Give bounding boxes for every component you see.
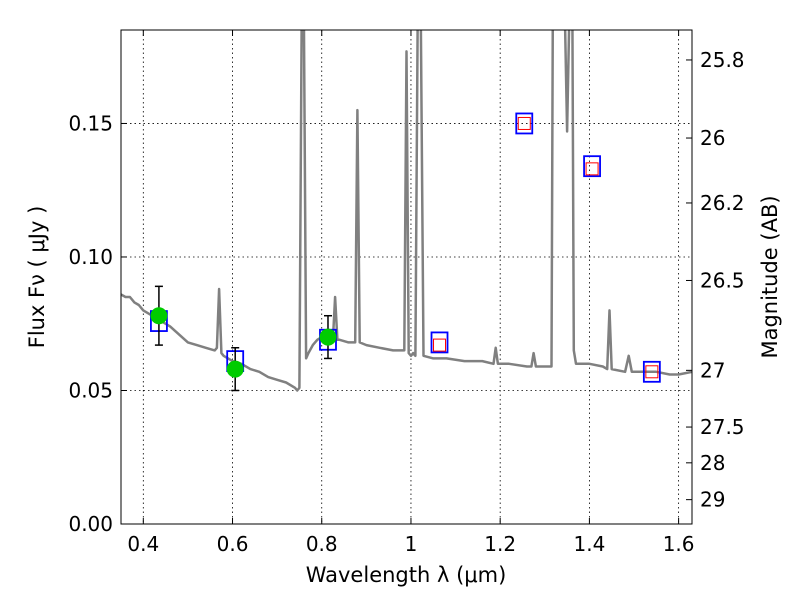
- y-tick-label: 0.00: [68, 512, 113, 536]
- upper-limit-marker: [517, 116, 531, 130]
- x-tick-label: 1.6: [663, 532, 695, 556]
- grid-lines: [121, 30, 692, 524]
- y2-tick-label: 26.5: [700, 268, 745, 292]
- y-tick-label: 0.15: [68, 111, 113, 135]
- model-photometry-square: [430, 331, 449, 354]
- y2-axis-label: Magnitude (AB): [758, 195, 782, 358]
- model-photometry-square: [642, 360, 661, 383]
- spectrum-layer: [121, 30, 692, 392]
- marker-layer: [150, 112, 661, 392]
- x-tick-label: 1.4: [573, 532, 605, 556]
- x-tick-label: 0.8: [306, 532, 338, 556]
- x-tick-label: 1: [405, 532, 418, 556]
- y2-tick-label: 29: [700, 488, 725, 512]
- x-axis-label: Wavelength λ (μm): [306, 563, 507, 587]
- y-axis-label: Flux Fν ( μJy ): [25, 206, 49, 349]
- ticks: 0.4 0.6 0.8 1 1.2 1.4 1.6 0.00 0.05 0.10 0.15 25.8 2…: [68, 30, 745, 556]
- upper-limit-marker: [645, 365, 659, 379]
- x-tick-label: 0.6: [217, 532, 249, 556]
- y2-tick-label: 25.8: [700, 48, 745, 72]
- upper-limit-marker: [433, 338, 447, 352]
- y2-tick-label: 27.5: [700, 415, 745, 439]
- model-photometry-square: [583, 155, 601, 178]
- y-tick-label: 0.10: [68, 245, 113, 269]
- x-tick-label: 0.4: [127, 532, 159, 556]
- observed-point: [319, 328, 337, 346]
- y2-tick-label: 27: [700, 358, 725, 382]
- y-tick-label: 0.05: [68, 378, 113, 402]
- spectrum-line: [121, 30, 692, 392]
- plot-frame: [120, 29, 693, 525]
- y2-tick-label: 26.2: [700, 191, 745, 215]
- observed-point: [226, 360, 244, 378]
- x-tick-label: 1.2: [484, 532, 516, 556]
- observed-point: [150, 307, 168, 325]
- model-photometry-square: [515, 112, 534, 135]
- upper-limit-marker: [585, 162, 599, 176]
- y2-tick-label: 26: [700, 126, 725, 150]
- y2-tick-label: 28: [700, 451, 725, 475]
